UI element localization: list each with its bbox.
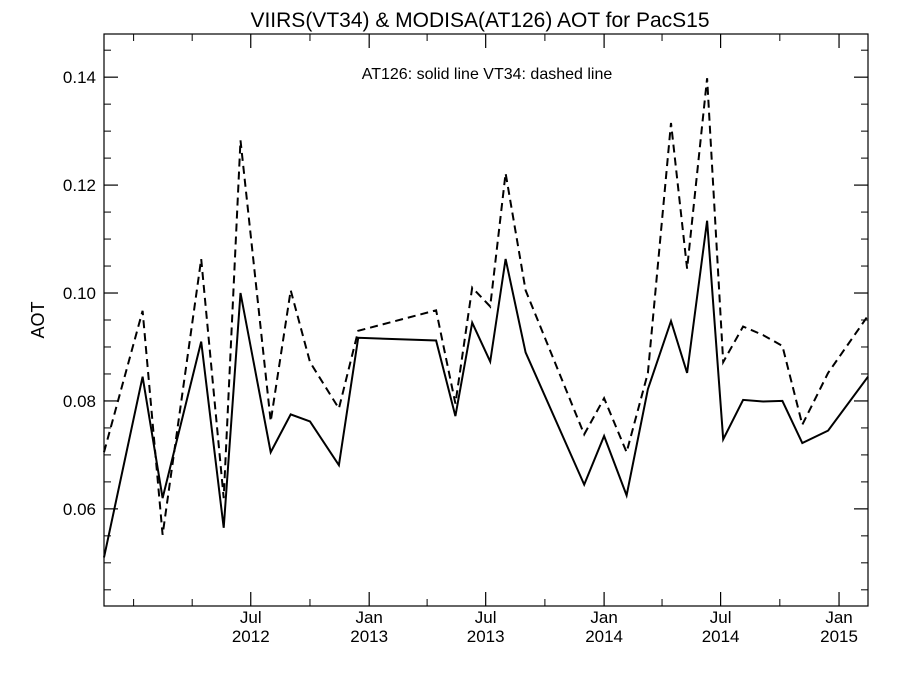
plot-frame: [103, 33, 869, 607]
y-axis-label: AOT: [28, 301, 48, 338]
series-lines: [103, 78, 869, 558]
y-tick-label: 0.10: [63, 284, 96, 303]
x-tick-label: Jul: [240, 608, 262, 627]
x-tick-label: Jan: [825, 608, 852, 627]
series-line-at126: [103, 220, 869, 558]
chart-title: VIIRS(VT34) & MODISA(AT126) AOT for PacS…: [250, 9, 709, 32]
x-tick-label: Jul: [710, 608, 732, 627]
x-tick-label: Jan: [590, 608, 617, 627]
series-line-vt34: [103, 78, 869, 535]
x-tick-year-label: 2012: [232, 627, 270, 646]
chart-annotation: AT126: solid line VT34: dashed line: [362, 66, 613, 83]
x-tick-label: Jul: [475, 608, 497, 627]
x-tick-year-label: 2014: [702, 627, 740, 646]
y-tick-label: 0.08: [63, 392, 96, 411]
x-tick-year-label: 2015: [820, 627, 858, 646]
x-tick-year-label: 2014: [585, 627, 623, 646]
x-tick-year-label: 2013: [350, 627, 388, 646]
axis-ticks: 0.060.080.100.120.14Jul2012Jan2013Jul201…: [63, 34, 868, 646]
y-tick-label: 0.06: [63, 500, 96, 519]
y-tick-label: 0.14: [63, 68, 96, 87]
x-tick-label: Jan: [355, 608, 382, 627]
x-tick-year-label: 2013: [467, 627, 505, 646]
y-tick-label: 0.12: [63, 176, 96, 195]
